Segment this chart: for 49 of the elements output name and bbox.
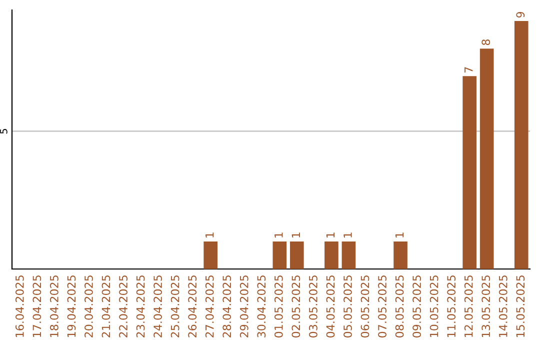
bar [480, 48, 494, 269]
x-tick-label: 20.04.2025 [84, 276, 93, 338]
x-tick-label: 26.04.2025 [188, 276, 197, 338]
x-tick-label: 25.04.2025 [170, 276, 180, 338]
bar [342, 241, 356, 269]
x-tick-label: 04.05.2025 [326, 276, 335, 338]
x-tick-label: 22.04.2025 [119, 276, 128, 338]
x-tick-label: 21.04.2025 [102, 276, 110, 338]
x-tick-label: 23.04.2025 [136, 276, 145, 338]
x-tick-label: 07.05.2025 [378, 276, 386, 338]
x-tick-label: 14.05.2025 [498, 276, 508, 337]
x-tick-label: 28.04.2025 [222, 276, 232, 338]
data-label: 1 [344, 232, 352, 238]
bar [272, 241, 287, 269]
x-tick-label: 16.04.2025 [15, 276, 24, 337]
bar [324, 241, 338, 269]
x-tick-label: 05.05.2025 [344, 276, 352, 338]
x-tick-label: 10.05.2025 [430, 276, 438, 337]
x-tick-label: 12.05.2025 [464, 276, 473, 337]
data-label: 1 [292, 232, 300, 238]
data-label: 1 [395, 232, 404, 238]
x-tick-label: 02.05.2025 [292, 276, 300, 338]
x-tick-label: 29.04.2025 [240, 276, 248, 338]
data-label: 8 [482, 39, 490, 46]
y-tick-label: 5 [0, 128, 8, 134]
data-label: 7 [464, 67, 473, 72]
bar [514, 21, 528, 269]
x-tick-label: 17.04.2025 [32, 276, 42, 337]
x-tick-label: 24.04.2025 [154, 276, 162, 338]
x-tick-label: 11.05.2025 [447, 276, 456, 337]
data-label: 9 [516, 12, 525, 18]
x-tick-label: 01.05.2025 [274, 276, 283, 338]
x-tick-label: 09.05.2025 [412, 276, 421, 338]
bar [462, 76, 476, 269]
x-tick-label: 06.05.2025 [360, 276, 370, 338]
x-tick-label: 19.04.2025 [67, 276, 76, 337]
x-tick-label: 03.05.2025 [308, 276, 318, 338]
x-tick-label: 15.05.2025 [516, 276, 525, 337]
x-tick-label: 27.04.2025 [205, 276, 214, 338]
x-tick-label: 30.04.2025 [257, 276, 266, 338]
bar [290, 241, 304, 269]
bar [394, 241, 408, 269]
x-tick-label: 13.05.2025 [482, 276, 490, 337]
bar [204, 241, 218, 269]
data-label: 1 [274, 232, 283, 238]
x-tick-label: 08.05.2025 [395, 276, 404, 338]
data-label: 1 [326, 232, 334, 238]
x-tick-label: 18.04.2025 [50, 276, 58, 337]
data-label: 1 [206, 232, 214, 238]
